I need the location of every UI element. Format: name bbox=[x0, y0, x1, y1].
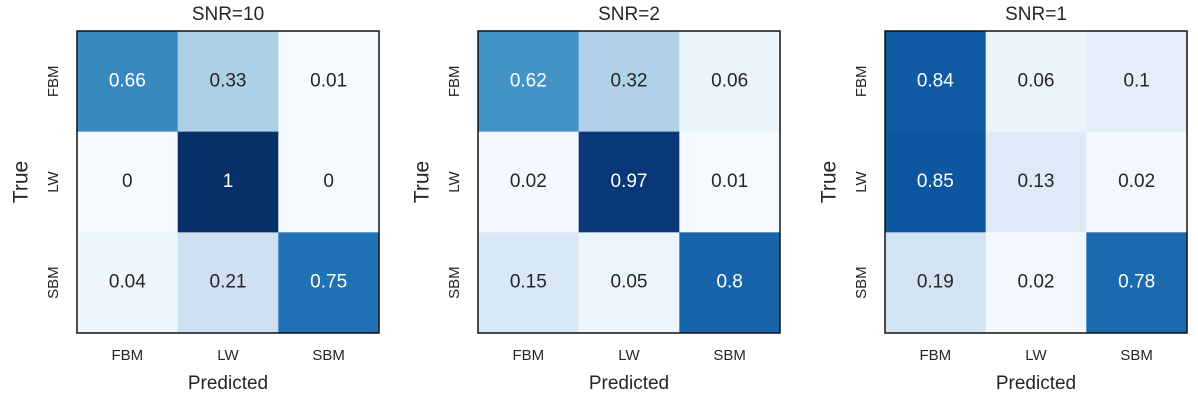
heatmap-cell bbox=[679, 131, 781, 233]
x-tick-label: FBM bbox=[111, 347, 143, 364]
y-tick-label: LW bbox=[45, 170, 62, 192]
heatmap-cell bbox=[578, 232, 680, 334]
y-tick-label: FBM bbox=[45, 65, 62, 97]
cell-label: 0.32 bbox=[611, 70, 648, 91]
x-axis-label: Predicted bbox=[589, 373, 669, 394]
heatmap-cell bbox=[578, 131, 680, 233]
heatmap-cell bbox=[1086, 131, 1188, 233]
cell-label: 0.97 bbox=[611, 171, 648, 192]
frame bbox=[477, 30, 781, 334]
y-axis-label: True bbox=[10, 161, 33, 203]
x-tick-label: SBM bbox=[1120, 347, 1153, 364]
heatmap-cell bbox=[278, 31, 380, 133]
x-tick-label: LW bbox=[1025, 347, 1047, 364]
heatmap-cell bbox=[985, 31, 1087, 133]
heatmap-cell bbox=[278, 131, 380, 233]
cell-label: 0.01 bbox=[310, 70, 347, 91]
cell-label: 0.13 bbox=[1018, 171, 1055, 192]
cell-label: 0.21 bbox=[210, 272, 247, 293]
heatmap-cell bbox=[478, 232, 580, 334]
x-tick-label: LW bbox=[618, 347, 640, 364]
heatmap-cell bbox=[885, 31, 987, 133]
cell-label: 0.04 bbox=[109, 272, 146, 293]
heatmap-cell bbox=[478, 31, 580, 133]
heatmap-cell bbox=[177, 131, 279, 233]
cell-label: 0.02 bbox=[1018, 272, 1055, 293]
x-tick-label: FBM bbox=[512, 347, 544, 364]
heatmap-cell bbox=[679, 31, 781, 133]
cell-label: 0.06 bbox=[711, 70, 748, 91]
cell-label: 0.33 bbox=[210, 70, 247, 91]
heatmap-cell bbox=[77, 232, 179, 334]
heatmap-cell bbox=[985, 232, 1087, 334]
heatmap-cell bbox=[77, 31, 179, 133]
heatmap-cell bbox=[679, 232, 781, 334]
cell-label: 0.05 bbox=[611, 272, 648, 293]
heatmap-cell bbox=[278, 232, 380, 334]
heatmap-cell bbox=[885, 232, 987, 334]
x-tick-label: SBM bbox=[312, 347, 345, 364]
y-tick-label: SBM bbox=[853, 266, 870, 299]
heatmap-cell bbox=[1086, 31, 1188, 133]
cell-label: 0.78 bbox=[1118, 272, 1155, 293]
heatmap-cell bbox=[1086, 232, 1188, 334]
x-tick-label: SBM bbox=[713, 347, 746, 364]
heatmap-cell bbox=[177, 31, 279, 133]
y-axis-label: True bbox=[411, 161, 434, 203]
y-tick-label: LW bbox=[446, 170, 463, 192]
cell-label: 0.84 bbox=[917, 70, 954, 91]
cell-label: 0 bbox=[323, 171, 334, 192]
frame bbox=[884, 30, 1188, 334]
heatmap-cell bbox=[77, 131, 179, 233]
x-tick-label: LW bbox=[217, 347, 239, 364]
x-tick-label: FBM bbox=[919, 347, 951, 364]
heatmap-cell bbox=[578, 31, 680, 133]
y-tick-label: FBM bbox=[853, 65, 870, 97]
cell-label: 0.66 bbox=[109, 70, 146, 91]
cell-label: 0.19 bbox=[917, 272, 954, 293]
cell-label: 1 bbox=[223, 171, 234, 192]
frame bbox=[76, 30, 380, 334]
cell-label: 0.06 bbox=[1018, 70, 1055, 91]
y-tick-label: LW bbox=[853, 170, 870, 192]
chart-title: SNR=2 bbox=[598, 4, 660, 25]
cell-label: 0.15 bbox=[510, 272, 547, 293]
y-tick-label: FBM bbox=[446, 65, 463, 97]
heatmap-cell bbox=[478, 131, 580, 233]
chart-title: SNR=10 bbox=[192, 4, 264, 25]
chart-title: SNR=1 bbox=[1005, 4, 1067, 25]
heatmap-cell bbox=[177, 232, 279, 334]
cell-label: 0.02 bbox=[510, 171, 547, 192]
x-axis-label: Predicted bbox=[188, 373, 268, 394]
y-tick-label: SBM bbox=[446, 266, 463, 299]
cell-label: 0.62 bbox=[510, 70, 547, 91]
heatmap-cell bbox=[885, 131, 987, 233]
cell-label: 0.75 bbox=[310, 272, 347, 293]
y-tick-label: SBM bbox=[45, 266, 62, 299]
y-axis-label: True bbox=[818, 161, 841, 203]
heatmap-cell bbox=[985, 131, 1087, 233]
cell-label: 0.85 bbox=[917, 171, 954, 192]
cell-label: 0.01 bbox=[711, 171, 748, 192]
cell-label: 0.8 bbox=[716, 272, 742, 293]
cell-label: 0.1 bbox=[1123, 70, 1149, 91]
x-axis-label: Predicted bbox=[996, 373, 1076, 394]
cell-label: 0 bbox=[122, 171, 133, 192]
cell-label: 0.02 bbox=[1118, 171, 1155, 192]
